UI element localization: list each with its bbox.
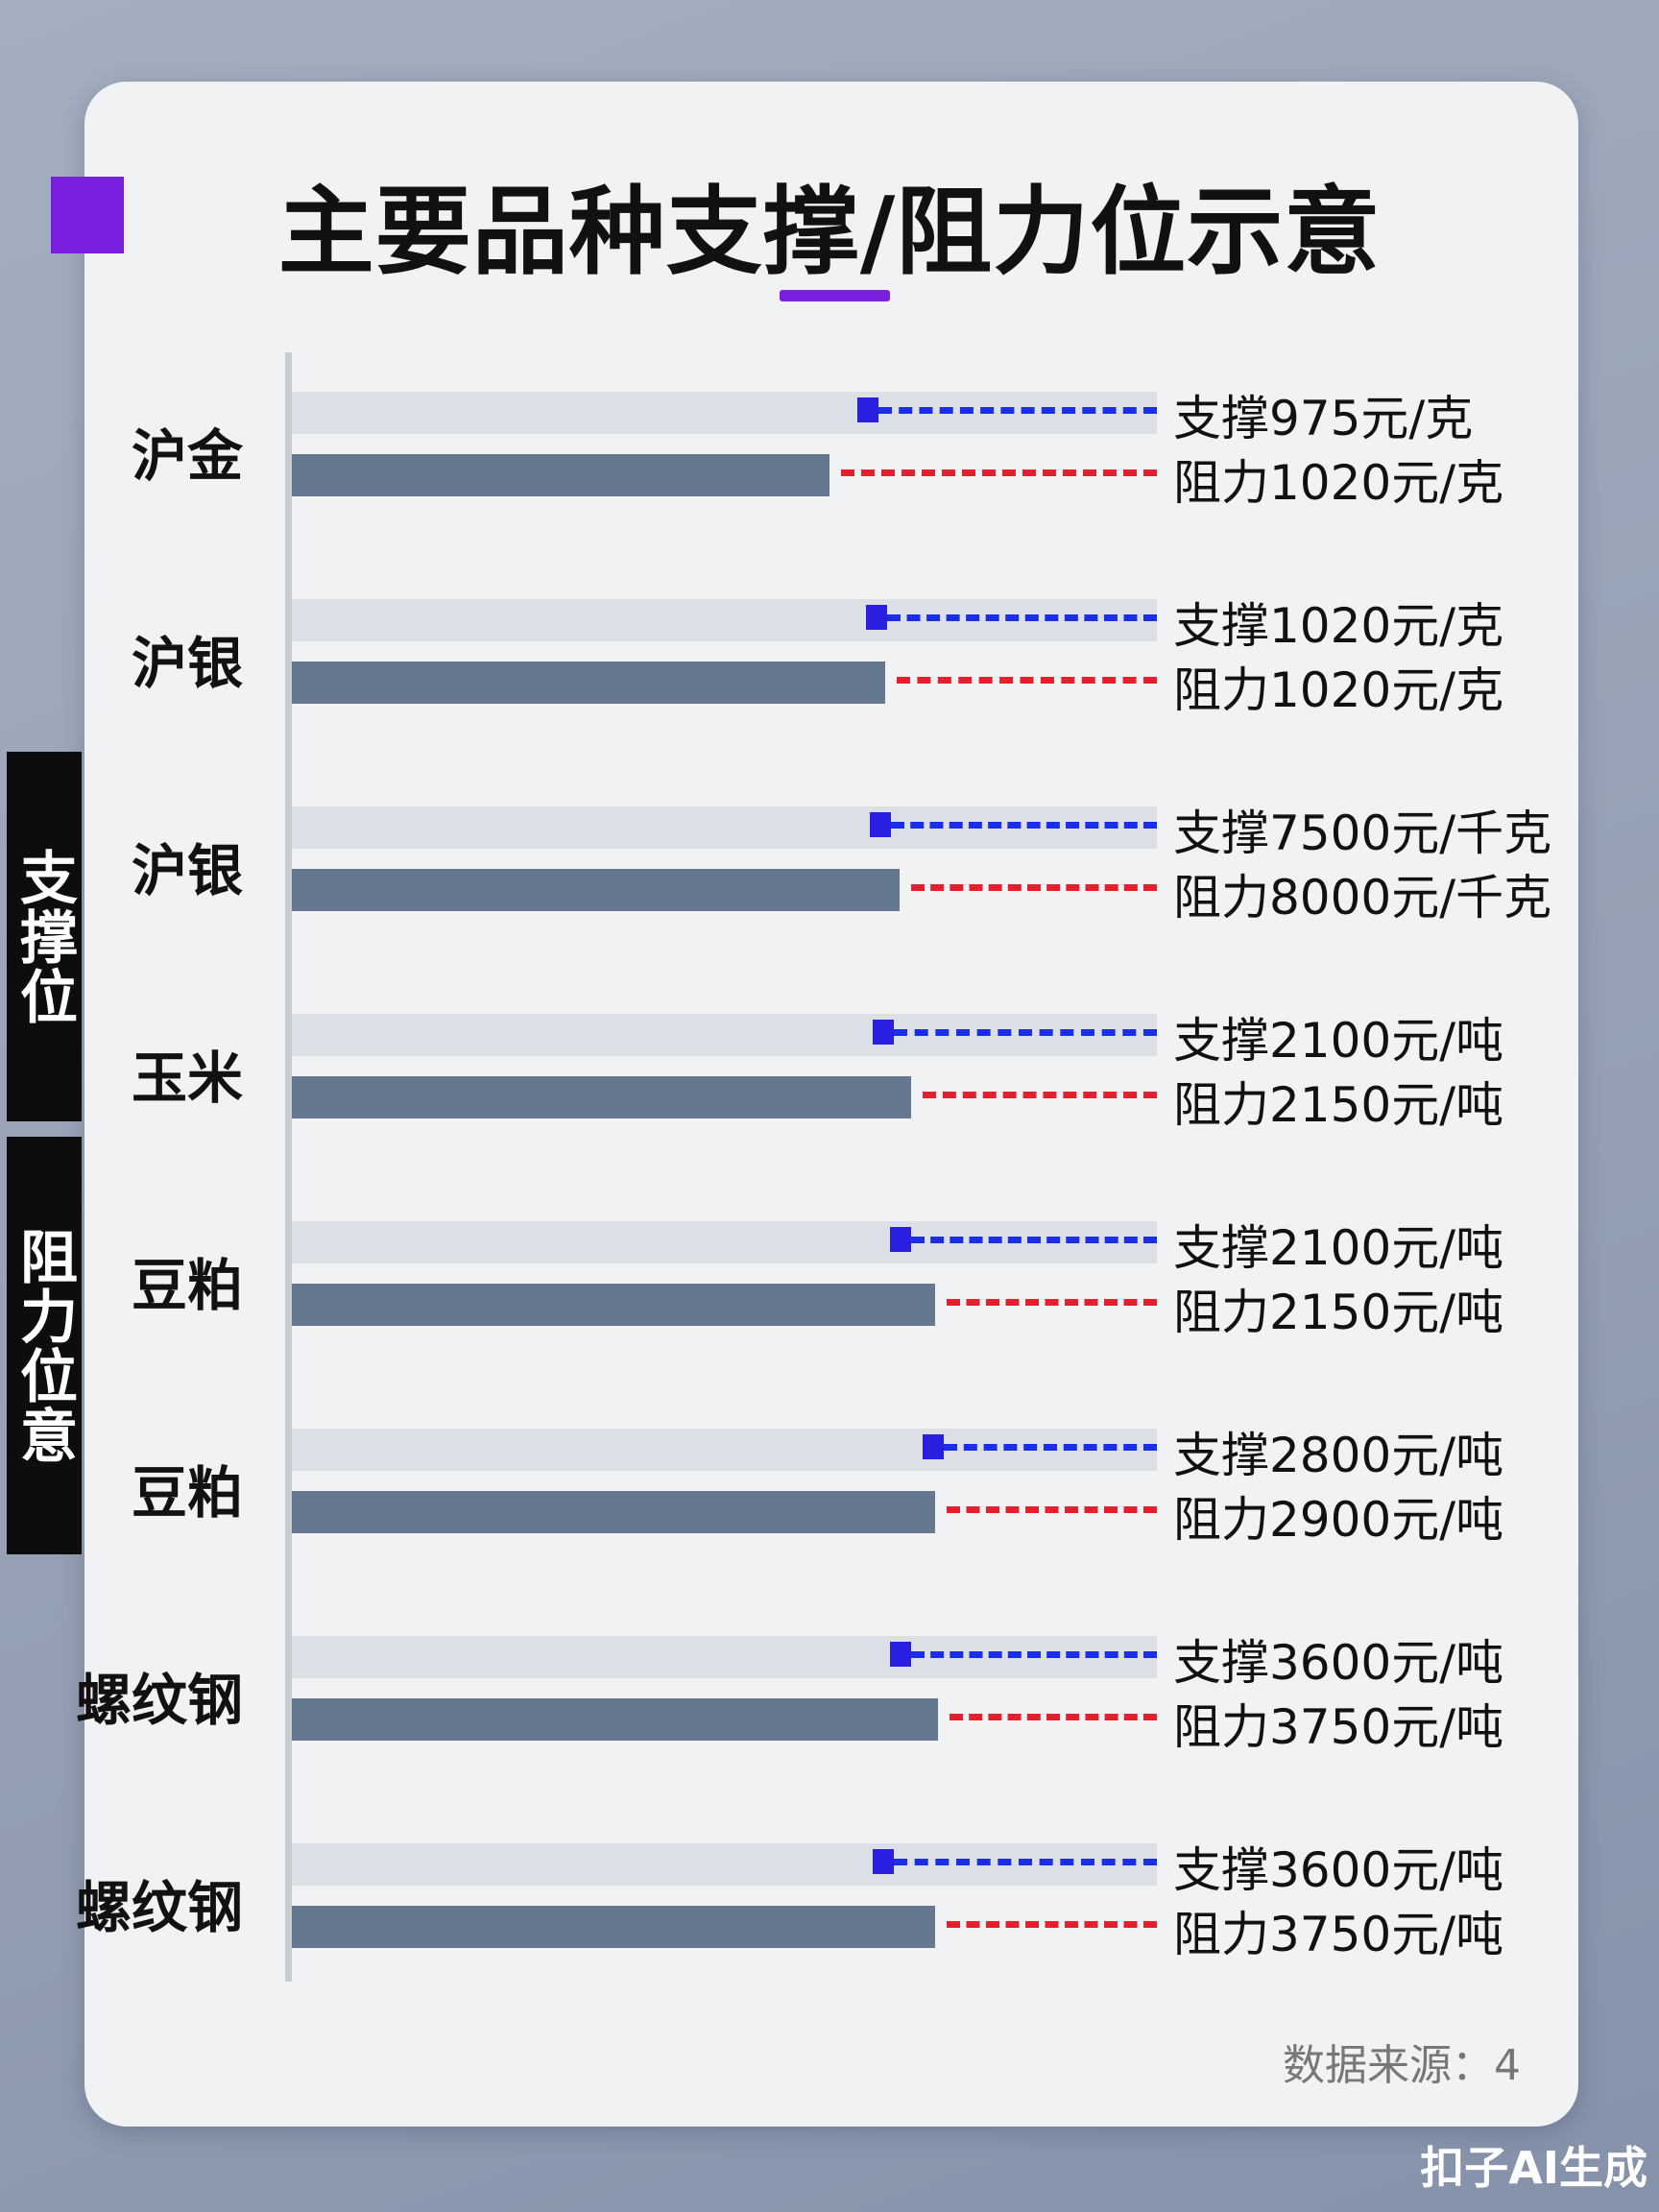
support-label: 支撑975元/克: [1173, 391, 1474, 446]
support-line: [911, 1237, 1157, 1243]
support-label: 支撑3600元/吨: [1173, 1635, 1504, 1691]
watermark: 扣子AI生成: [1420, 2142, 1647, 2194]
support-marker: [923, 1434, 944, 1459]
support-line: [944, 1444, 1157, 1451]
support-label: 支撑1020元/克: [1173, 598, 1504, 654]
item-name: 沪银: [131, 838, 243, 903]
resistance-line: [950, 1714, 1157, 1720]
support-line: [887, 614, 1157, 621]
title: 主要品种支撑/阻力位示意: [277, 176, 1382, 288]
resistance-bar: [292, 1284, 935, 1326]
resistance-bar: [292, 1906, 935, 1948]
resistance-label: 阻力8000元/千克: [1173, 870, 1552, 926]
resistance-label: 阻力2900元/吨: [1173, 1492, 1504, 1548]
source: 数据来源：4: [1283, 2041, 1521, 2090]
resistance-label: 阻力1020元/克: [1173, 455, 1504, 511]
support-line: [894, 1029, 1157, 1036]
resistance-line: [911, 884, 1157, 891]
support-line: [911, 1651, 1157, 1658]
support-marker: [857, 397, 878, 422]
support-marker: [873, 1849, 894, 1874]
support-line: [891, 822, 1157, 829]
support-label: 支撑2800元/吨: [1173, 1428, 1504, 1483]
item-name: 豆粕: [131, 1253, 243, 1318]
resistance-label: 阻力1020元/克: [1173, 662, 1504, 718]
item-name: 玉米: [131, 1046, 243, 1111]
resistance-label: 阻力3750元/吨: [1173, 1699, 1504, 1755]
resistance-line: [897, 677, 1157, 684]
resistance-line: [947, 1299, 1157, 1306]
support-label: 支撑2100元/吨: [1173, 1013, 1504, 1069]
resistance-bar: [292, 869, 900, 911]
support-line: [878, 407, 1157, 414]
support-label: 支撑3600元/吨: [1173, 1842, 1504, 1898]
resistance-bar: [292, 1491, 935, 1533]
resistance-bar: [292, 661, 885, 704]
side-tab: 阻力位意: [7, 1137, 82, 1554]
accent-square: [51, 177, 124, 253]
support-label: 支撑2100元/吨: [1173, 1220, 1504, 1276]
support-label: 支撑7500元/千克: [1173, 805, 1552, 861]
axis-line: [285, 352, 292, 1982]
support-marker: [873, 1020, 894, 1045]
resistance-bar: [292, 1698, 938, 1741]
support-line: [894, 1859, 1157, 1865]
resistance-bar: [292, 454, 830, 496]
side-tab: 支撑位: [7, 752, 82, 1121]
item-name: 沪银: [131, 631, 243, 696]
item-name: 豆粕: [131, 1460, 243, 1526]
resistance-label: 阻力2150元/吨: [1173, 1077, 1504, 1133]
resistance-line: [947, 1921, 1157, 1928]
title-underline: [780, 290, 890, 301]
resistance-bar: [292, 1076, 911, 1118]
support-marker: [890, 1642, 911, 1667]
resistance-line: [841, 469, 1157, 476]
resistance-label: 阻力2150元/吨: [1173, 1285, 1504, 1340]
item-name: 螺纹钢: [75, 1668, 243, 1733]
support-marker: [890, 1227, 911, 1252]
support-marker: [870, 812, 891, 837]
resistance-line: [923, 1092, 1157, 1098]
resistance-label: 阻力3750元/吨: [1173, 1907, 1504, 1962]
support-marker: [866, 605, 887, 630]
item-name: 沪金: [131, 423, 243, 489]
resistance-line: [947, 1506, 1157, 1513]
item-name: 螺纹钢: [75, 1875, 243, 1940]
